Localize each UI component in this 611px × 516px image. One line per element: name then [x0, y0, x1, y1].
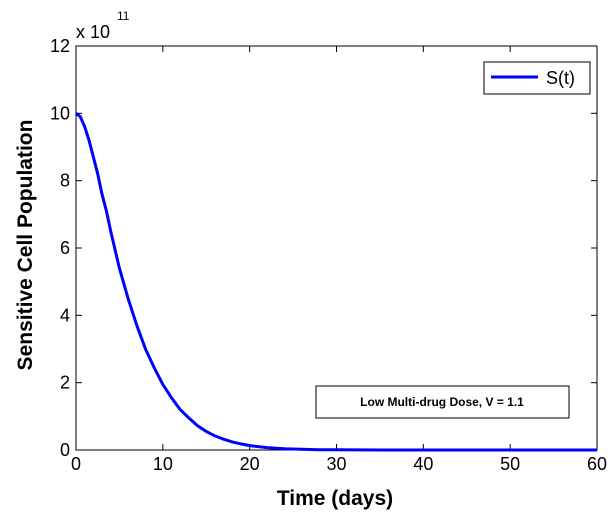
y-tick-label: 6 — [60, 238, 70, 258]
y-tick-label: 12 — [50, 36, 70, 56]
x-tick-label: 60 — [587, 454, 607, 474]
y-multiplier-exponent: 11 — [117, 9, 130, 23]
series-line-s-t — [75, 112, 597, 452]
x-axis-label: Time (days) — [277, 487, 393, 510]
x-tick-label: 10 — [153, 454, 173, 474]
x-tick-label: 40 — [413, 454, 433, 474]
y-tick-label: 8 — [60, 171, 70, 191]
y-tick-label: 2 — [60, 373, 70, 393]
x-tick-label: 30 — [326, 454, 346, 474]
x-tick-label: 20 — [240, 454, 260, 474]
y-axis-label: Sensitive Cell Population — [14, 120, 37, 371]
x-tick-label: 0 — [71, 454, 81, 474]
annotation-text: Low Multi-drug Dose, V = 1.1 — [360, 395, 524, 409]
x-tick-label: 50 — [500, 454, 520, 474]
legend: S(t) — [483, 61, 591, 95]
tick-labels: 0 10 20 30 40 50 60 0 2 4 6 8 10 12 — [50, 36, 607, 474]
y-tick-label: 0 — [60, 440, 70, 460]
legend-entry-s-t: S(t) — [546, 68, 575, 88]
annotation: Low Multi-drug Dose, V = 1.1 — [315, 385, 570, 419]
y-multiplier-base: x 10 — [76, 22, 110, 42]
y-tick-label: 4 — [60, 305, 70, 325]
annotation-box — [315, 385, 570, 419]
y-tick-label: 10 — [50, 103, 70, 123]
